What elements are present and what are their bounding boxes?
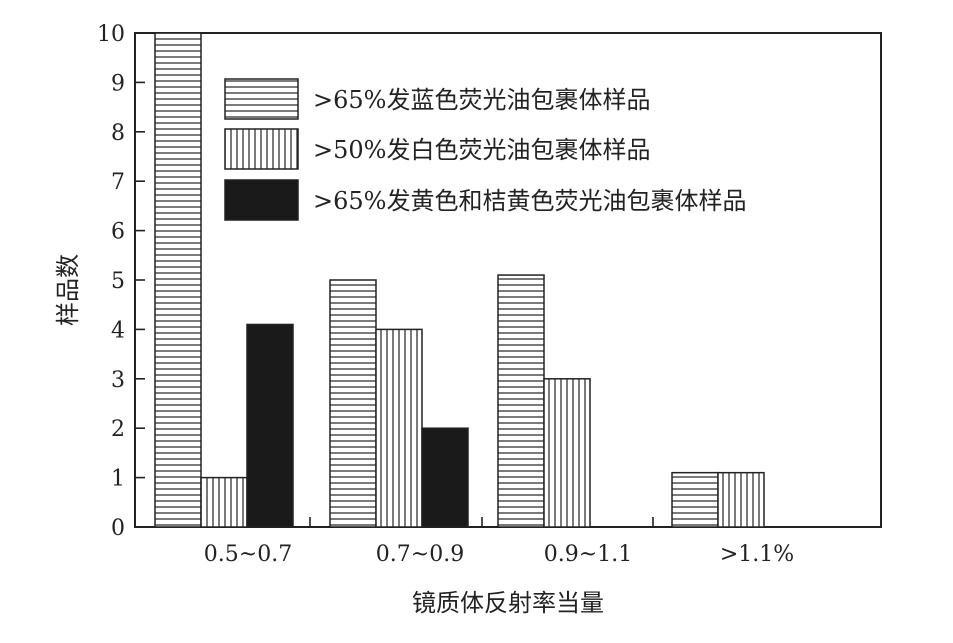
bar-s1-c4	[671, 471, 719, 528]
bars	[154, 32, 765, 528]
y-tick-label-10: 10	[97, 22, 125, 47]
x-tick-label-0: 0.5~0.7	[204, 542, 292, 567]
legend-label-3: >65%发黄色和桔黄色荧光油包裹体样品	[313, 187, 746, 215]
y-tick-label-4: 4	[111, 318, 125, 343]
legend-label-2: >50%发白色荧光油包裹体样品	[313, 136, 650, 164]
bar-s1-c3	[497, 274, 545, 528]
bar-s2-c1	[200, 476, 248, 528]
y-tick-label-3: 3	[111, 368, 125, 393]
bar-s2-c4	[717, 471, 765, 528]
y-tick-label-5: 5	[111, 269, 125, 294]
y-axis-title: 样品数	[54, 254, 82, 326]
y-tick-label-8: 8	[111, 121, 125, 146]
x-tick-label-2: 0.9~1.1	[544, 542, 632, 567]
bar-s1-c1	[154, 32, 202, 528]
legend-swatch-3	[224, 179, 299, 221]
bar-s3-c2	[421, 427, 469, 528]
legend-swatch-1	[224, 78, 299, 120]
y-tick-label-6: 6	[111, 220, 125, 245]
legend-swatch-2	[224, 128, 299, 170]
y-tick-label-2: 2	[111, 417, 125, 442]
y-axis: 0 1 2 3 4 5 6 7 8 9 10	[97, 22, 145, 541]
bar-s3-c1	[246, 323, 294, 528]
x-tick-label-3: >1.1%	[720, 542, 794, 567]
bar-s1-c2	[329, 279, 377, 528]
y-tick-label-0: 0	[111, 516, 125, 541]
x-axis: 0.5~0.7 0.7~0.9 0.9~1.1 >1.1%	[204, 517, 794, 567]
y-tick-label-7: 7	[111, 170, 125, 195]
bar-s2-c3	[543, 378, 591, 528]
x-axis-title: 镜质体反射率当量	[412, 589, 604, 617]
x-tick-label-1: 0.7~0.9	[376, 542, 464, 567]
y-tick-label-9: 9	[111, 71, 125, 96]
legend: >65%发蓝色荧光油包裹体样品 >50%发白色荧光油包裹体样品 >65%发黄色和…	[224, 78, 746, 221]
bar-s2-c2	[375, 328, 423, 528]
y-tick-label-1: 1	[111, 467, 125, 492]
legend-label-1: >65%发蓝色荧光油包裹体样品	[313, 86, 650, 114]
